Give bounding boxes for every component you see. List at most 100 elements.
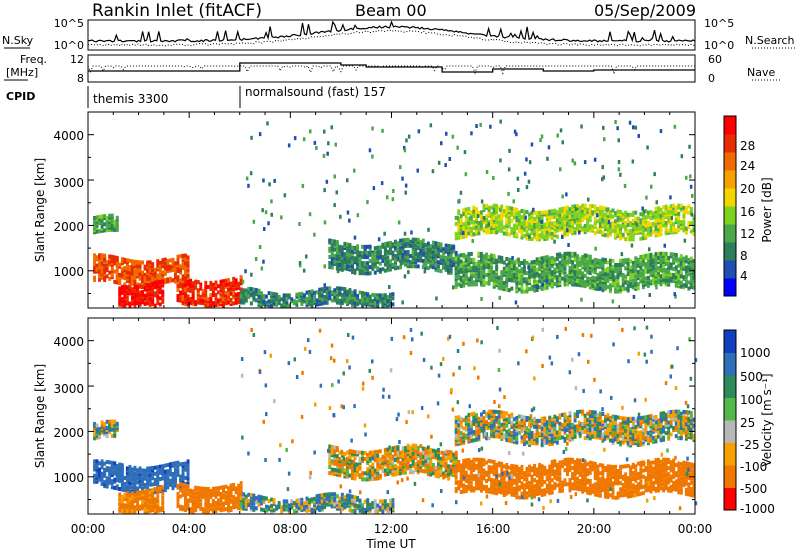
scatter-cell <box>149 293 152 297</box>
scatter-cell <box>657 225 660 229</box>
colorbar-swatch <box>724 152 736 171</box>
scatter-cell <box>432 265 435 269</box>
scatter-cell <box>113 486 116 490</box>
scatter-cell <box>230 282 233 286</box>
scatter-cell <box>356 496 359 500</box>
scatter-cell <box>369 245 372 249</box>
scatter-cell <box>465 208 468 212</box>
scatter-cell <box>354 256 357 260</box>
scatter-cell <box>612 229 615 233</box>
date-label: 05/Sep/2009 <box>594 1 696 20</box>
scatter-cell <box>346 498 349 502</box>
scatter-cell <box>244 269 247 273</box>
scatter-cell <box>614 281 617 285</box>
scatter-cell <box>341 287 344 291</box>
scatter-cell <box>449 157 452 161</box>
scatter-cell <box>467 262 470 266</box>
scatter-cell <box>487 222 490 226</box>
scatter-cell <box>166 485 169 489</box>
scatter-cell <box>618 167 621 171</box>
scatter-cell <box>346 259 349 263</box>
scatter-cell <box>401 300 404 304</box>
scatter-cell <box>323 188 326 192</box>
power-colorbar <box>724 116 736 297</box>
scatter-cell <box>526 271 529 275</box>
scatter-cell <box>139 291 142 295</box>
scatter-cell <box>465 232 468 236</box>
scatter-cell <box>333 203 336 207</box>
scatter-cell <box>594 247 597 251</box>
scatter-cell <box>551 270 554 274</box>
scatter-cell <box>639 255 642 259</box>
scatter-cell <box>225 507 228 511</box>
scatter-cell <box>349 474 352 478</box>
scatter-cell <box>384 503 387 507</box>
scatter-cell <box>250 273 253 277</box>
scatter-cell <box>462 267 465 271</box>
scatter-cell <box>556 257 559 261</box>
scatter-cell <box>98 266 101 270</box>
scatter-cell <box>169 258 172 262</box>
scatter-cell <box>381 465 384 469</box>
freq-left-tick-top: 12 <box>70 53 84 66</box>
scatter-cell <box>270 292 273 296</box>
scatter-cell <box>179 488 182 492</box>
scatter-cell <box>670 273 673 277</box>
scatter-cell <box>510 272 513 276</box>
scatter-cell <box>601 177 604 181</box>
scatter-cell <box>212 301 215 305</box>
scatter-cell <box>381 455 384 459</box>
scatter-cell <box>675 265 678 269</box>
scatter-cell <box>361 291 364 295</box>
scatter-cell <box>584 274 587 278</box>
scatter-cell <box>447 244 450 248</box>
scatter-cell <box>594 205 597 209</box>
power-cbar-label: Power [dB] <box>760 177 774 242</box>
scatter-cell <box>665 221 668 225</box>
scatter-cell <box>541 211 544 215</box>
scatter-cell <box>548 228 551 232</box>
scatter-cell <box>632 281 635 285</box>
scatter-cell <box>624 184 627 188</box>
scatter-cell <box>566 222 569 226</box>
scatter-cell <box>179 254 182 258</box>
scatter-cell <box>541 135 544 139</box>
scatter-cell <box>106 216 109 220</box>
scatter-cell <box>237 492 240 496</box>
scatter-cell <box>326 152 329 156</box>
scatter-cell <box>564 215 567 219</box>
scatter-cell <box>579 216 582 220</box>
power-ytick-1000: 1000 <box>53 265 84 279</box>
scatter-cell <box>629 282 632 286</box>
scatter-cell <box>217 284 220 288</box>
scatter-cell <box>641 207 644 211</box>
scatter-cell <box>556 253 559 257</box>
scatter-cell <box>96 215 99 219</box>
scatter-cell <box>316 494 319 498</box>
scatter-cell <box>169 277 172 281</box>
scatter-cell <box>617 279 620 283</box>
scatter-cell <box>209 503 212 507</box>
scatter-cell <box>174 476 177 480</box>
scatter-cell <box>622 273 625 277</box>
scatter-cell <box>111 428 114 432</box>
scatter-cell <box>209 281 212 285</box>
scatter-cell <box>300 506 303 510</box>
scatter-cell <box>417 460 420 464</box>
scatter-cell <box>343 505 346 509</box>
scatter-cell <box>207 509 210 513</box>
scatter-cell <box>397 451 400 455</box>
scatter-cell <box>536 272 539 276</box>
scatter-cell <box>335 298 338 302</box>
scatter-cell <box>386 195 389 199</box>
scatter-cell <box>204 497 207 501</box>
scatter-cell <box>672 204 675 208</box>
scatter-cell <box>569 207 572 211</box>
scatter-cell <box>212 487 215 491</box>
scatter-cell <box>156 295 159 299</box>
scatter-cell <box>619 271 622 275</box>
scatter-cell <box>681 154 684 158</box>
noise-sky-trace <box>88 22 695 42</box>
scatter-cell <box>536 280 539 284</box>
scatter-cell <box>101 253 104 257</box>
